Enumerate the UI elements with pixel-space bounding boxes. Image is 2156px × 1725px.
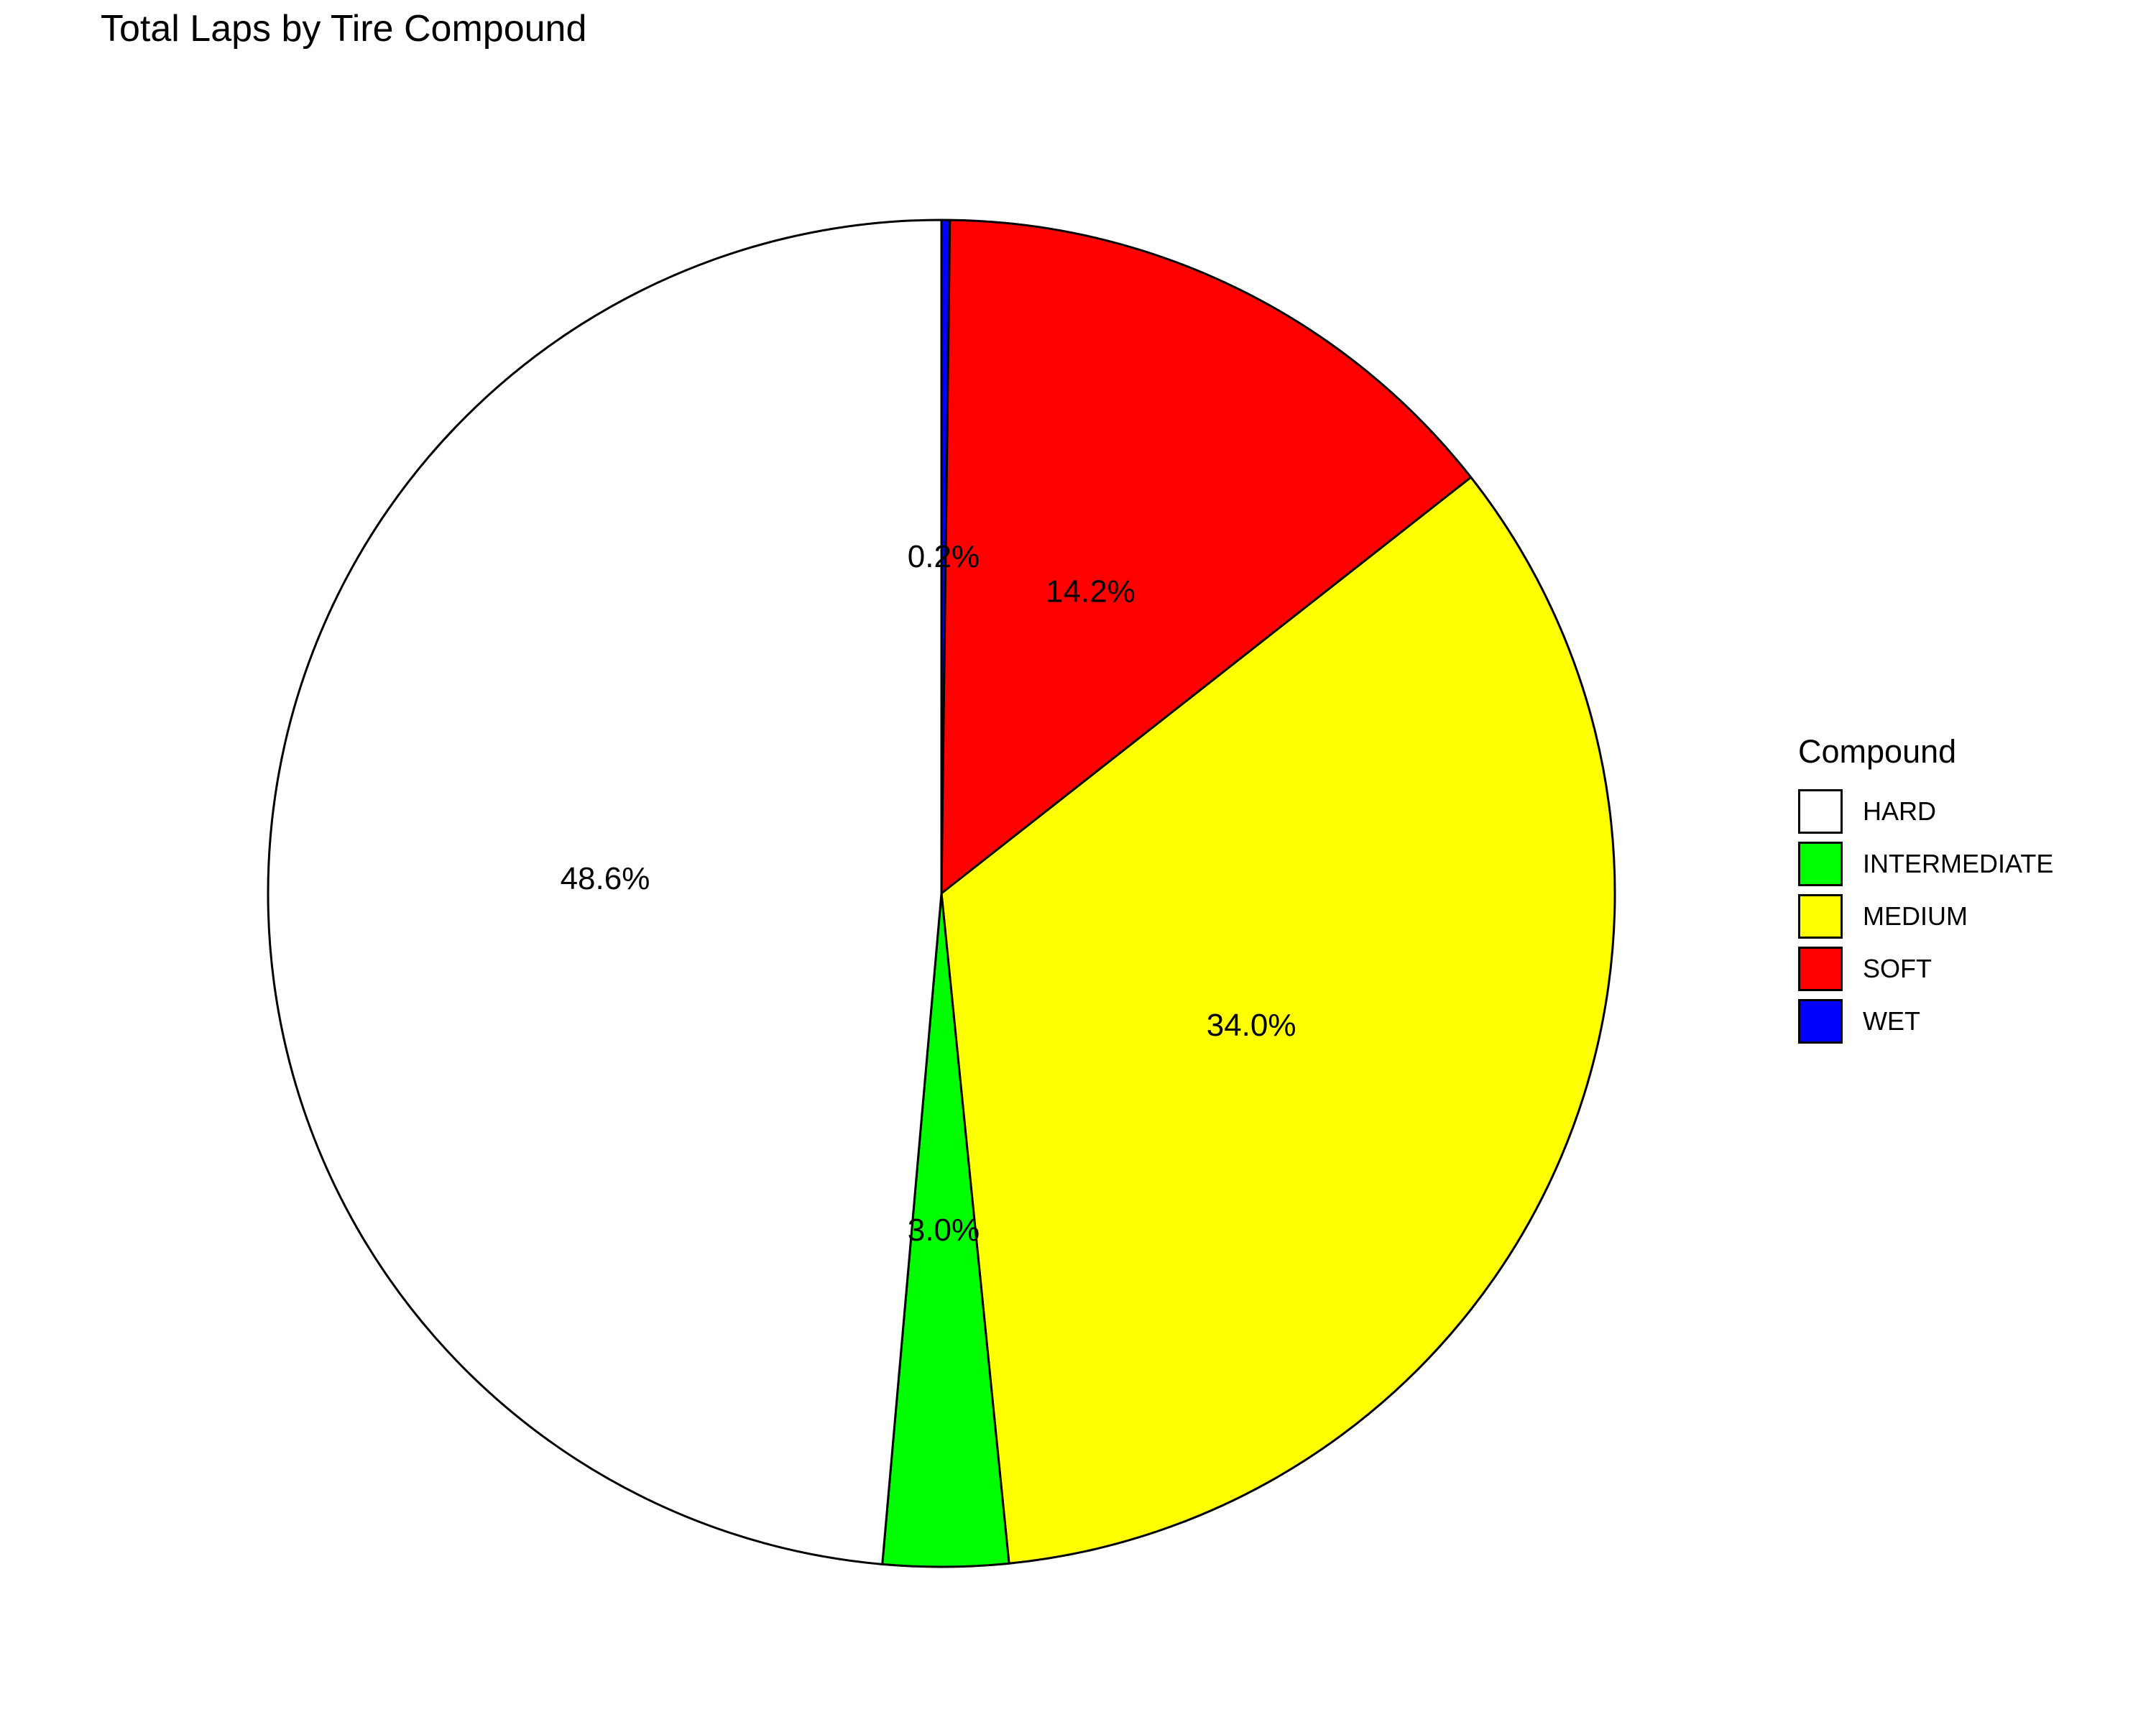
legend-items: HARD INTERMEDIATE MEDIUM SOFT WET <box>1798 785 2053 1047</box>
pie-slice-soft <box>940 218 1473 895</box>
legend-label: MEDIUM <box>1863 901 1968 931</box>
chart-title: Total Laps by Tire Compound <box>101 8 587 50</box>
slice-label-soft: 14.2% <box>1046 574 1135 609</box>
legend-title: Compound <box>1798 733 1957 770</box>
pie-labels: 0.2% 14.2% 34.0% 3.0% 48.6% <box>561 539 1296 1248</box>
slice-label-hard: 48.6% <box>561 861 650 896</box>
slice-label-medium: 34.0% <box>1207 1008 1296 1043</box>
pie-slice-medium <box>940 476 1616 1565</box>
legend-item-soft: SOFT <box>1798 942 2053 995</box>
pie-slices <box>267 218 1616 1568</box>
legend-label: WET <box>1863 1006 1920 1036</box>
legend-item-wet: WET <box>1798 995 2053 1047</box>
legend-swatch <box>1798 841 1843 886</box>
legend: Compound HARD INTERMEDIATE MEDIUM SOFT WET <box>1798 733 2053 1047</box>
legend-item-hard: HARD <box>1798 785 2053 837</box>
pie-slice-hard <box>267 218 943 1565</box>
slice-label-wet: 0.2% <box>908 539 980 574</box>
legend-swatch <box>1798 893 1843 939</box>
legend-item-intermediate: INTERMEDIATE <box>1798 837 2053 890</box>
legend-label: HARD <box>1863 796 1937 826</box>
legend-label: SOFT <box>1863 953 1932 983</box>
legend-swatch <box>1798 946 1843 991</box>
legend-item-medium: MEDIUM <box>1798 890 2053 942</box>
legend-swatch <box>1798 788 1843 834</box>
legend-label: INTERMEDIATE <box>1863 848 2054 878</box>
slice-label-intermediate: 3.0% <box>908 1213 980 1248</box>
legend-swatch <box>1798 998 1843 1044</box>
